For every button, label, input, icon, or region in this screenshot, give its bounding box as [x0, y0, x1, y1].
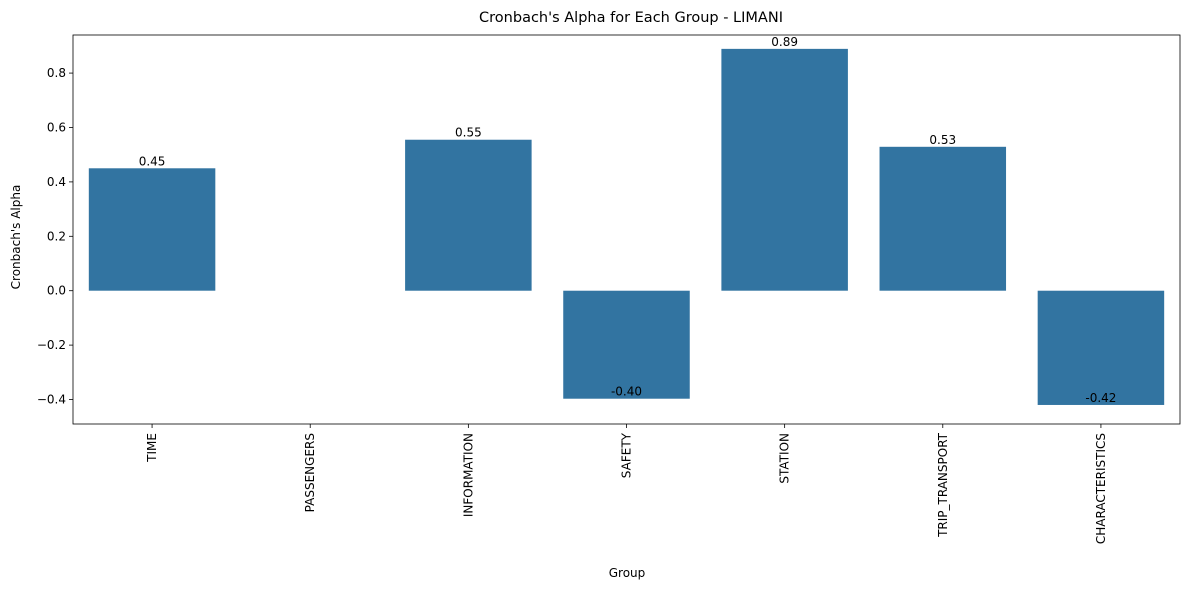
chart-title: Cronbach's Alpha for Each Group - LIMANI	[479, 10, 783, 26]
bar-safety	[563, 290, 690, 399]
data-label: -0.40	[611, 385, 642, 399]
y-tick-label: 0.8	[47, 66, 66, 80]
x-tick-label: TIME	[145, 433, 159, 463]
data-label: 0.45	[139, 154, 166, 168]
bar-trip-transport	[879, 146, 1007, 291]
y-tick-label: −0.4	[37, 393, 66, 407]
data-label: 0.53	[929, 133, 956, 147]
y-tick-label: 0.0	[47, 284, 66, 298]
x-axis-title: Group	[609, 566, 646, 580]
x-tick-label: TRIP_TRANSPORT	[936, 432, 950, 538]
y-tick-label: 0.2	[47, 229, 66, 243]
y-tick-label: −0.2	[37, 338, 66, 352]
bar-station	[721, 48, 848, 291]
data-label: -0.42	[1085, 391, 1116, 405]
x-tick-label: PASSENGERS	[303, 433, 317, 512]
data-label: 0.55	[455, 126, 482, 140]
x-tick-label: CHARACTERISTICS	[1094, 433, 1108, 544]
bar-characteristics	[1037, 290, 1165, 405]
plot-frame	[72, 34, 1181, 425]
bar-time	[88, 168, 216, 291]
x-tick-label: STATION	[778, 433, 792, 484]
x-tick-label: INFORMATION	[461, 433, 475, 517]
y-axis-title: Cronbach's Alpha	[9, 185, 23, 290]
bar-information	[405, 139, 532, 291]
x-tick-label: SAFETY	[620, 432, 634, 478]
y-tick-label: 0.6	[47, 120, 66, 134]
y-tick-label: 0.4	[47, 175, 66, 189]
data-label: 0.89	[771, 35, 798, 49]
